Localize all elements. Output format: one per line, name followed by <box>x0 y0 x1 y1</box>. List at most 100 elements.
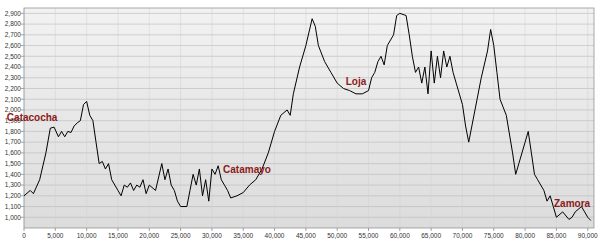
y-tick-label: 2,300 <box>5 74 22 81</box>
grid-line <box>462 8 463 228</box>
tick-mark <box>21 13 24 14</box>
y-tick-label: 1,000 <box>5 214 22 221</box>
grid-line <box>24 217 594 218</box>
grid-line <box>24 88 594 89</box>
x-tick-label: 55,000 <box>359 232 379 239</box>
tick-mark <box>21 152 24 153</box>
grid-line <box>24 67 594 68</box>
x-tick-label: 0 <box>22 232 26 239</box>
tick-mark <box>21 174 24 175</box>
place-label: Catamayo <box>223 164 271 175</box>
grid-line <box>24 195 594 196</box>
plot-background <box>24 8 594 228</box>
chart: 1,0001,1001,2001,3001,4001,5001,6001,700… <box>0 0 600 241</box>
tick-mark <box>556 228 557 231</box>
tick-mark <box>587 228 588 231</box>
y-tick-label: 1,800 <box>5 128 22 135</box>
grid-line <box>525 8 526 228</box>
plot-frame <box>24 8 594 228</box>
tick-mark <box>21 185 24 186</box>
grid-line <box>431 8 432 228</box>
tick-mark <box>21 206 24 207</box>
tick-mark <box>149 228 150 231</box>
tick-mark <box>337 228 338 231</box>
grid-line <box>211 8 212 228</box>
tick-mark <box>21 45 24 46</box>
x-tick-label: 10,000 <box>77 232 97 239</box>
x-tick-label: 40,000 <box>265 232 285 239</box>
x-tick-label: 45,000 <box>296 232 316 239</box>
x-tick-label: 20,000 <box>139 232 159 239</box>
tick-mark <box>180 228 181 231</box>
tick-mark <box>21 56 24 57</box>
tick-mark <box>21 163 24 164</box>
grid-line <box>86 8 87 228</box>
tick-mark <box>431 228 432 231</box>
tick-mark <box>462 228 463 231</box>
grid-line <box>24 142 594 143</box>
y-tick-label: 2,700 <box>5 31 22 38</box>
grid-line <box>24 34 594 35</box>
grid-line <box>149 8 150 228</box>
y-tick-label: 2,400 <box>5 63 22 70</box>
grid-line <box>24 206 594 207</box>
place-label: Catacocha <box>7 112 58 123</box>
x-tick-label: 25,000 <box>171 232 191 239</box>
tick-mark <box>21 217 24 218</box>
tick-mark <box>55 228 56 231</box>
x-tick-label: 70,000 <box>453 232 473 239</box>
tick-mark <box>24 228 25 231</box>
tick-mark <box>21 67 24 68</box>
tick-mark <box>21 99 24 100</box>
tick-mark <box>368 228 369 231</box>
grid-line <box>24 109 594 110</box>
elevation-line <box>24 13 591 220</box>
grid-line <box>243 8 244 228</box>
grid-line <box>399 8 400 228</box>
grid-line <box>368 8 369 228</box>
y-tick-label: 1,200 <box>5 192 22 199</box>
tick-mark <box>21 34 24 35</box>
place-label: Loja <box>346 76 367 87</box>
tick-mark <box>21 88 24 89</box>
tick-mark <box>305 228 306 231</box>
x-tick-label: 30,000 <box>202 232 222 239</box>
tick-mark <box>211 228 212 231</box>
y-tick-label: 2,900 <box>5 10 22 17</box>
grid-line <box>24 45 594 46</box>
y-tick-label: 1,500 <box>5 160 22 167</box>
x-tick-label: 50,000 <box>327 232 347 239</box>
x-tick-label: 35,000 <box>233 232 253 239</box>
tick-mark <box>399 228 400 231</box>
tick-mark <box>274 228 275 231</box>
x-tick-label: 60,000 <box>390 232 410 239</box>
y-tick-label: 2,800 <box>5 20 22 27</box>
tick-mark <box>21 77 24 78</box>
tick-mark <box>21 109 24 110</box>
grid-line <box>24 99 594 100</box>
grid-line <box>24 56 594 57</box>
tick-mark <box>21 24 24 25</box>
y-tick-label: 1,100 <box>5 203 22 210</box>
y-tick-label: 2,500 <box>5 53 22 60</box>
x-tick-label: 65,000 <box>421 232 441 239</box>
grid-line <box>337 8 338 228</box>
y-tick-label: 1,700 <box>5 138 22 145</box>
x-tick-label: 80,000 <box>515 232 535 239</box>
place-label: Zamora <box>554 198 591 209</box>
grid-line <box>24 120 594 121</box>
x-tick-label: 85,000 <box>546 232 566 239</box>
grid-line <box>493 8 494 228</box>
tick-mark <box>86 228 87 231</box>
y-tick-label: 2,100 <box>5 96 22 103</box>
grid-line <box>24 163 594 164</box>
tick-mark <box>21 142 24 143</box>
x-tick-label: 5,000 <box>47 232 64 239</box>
grid-line <box>24 77 594 78</box>
grid-line <box>587 8 588 228</box>
grid-line <box>24 13 594 14</box>
tick-mark <box>21 131 24 132</box>
grid-line <box>274 8 275 228</box>
plot-area <box>24 13 591 220</box>
y-tick-label: 1,300 <box>5 181 22 188</box>
